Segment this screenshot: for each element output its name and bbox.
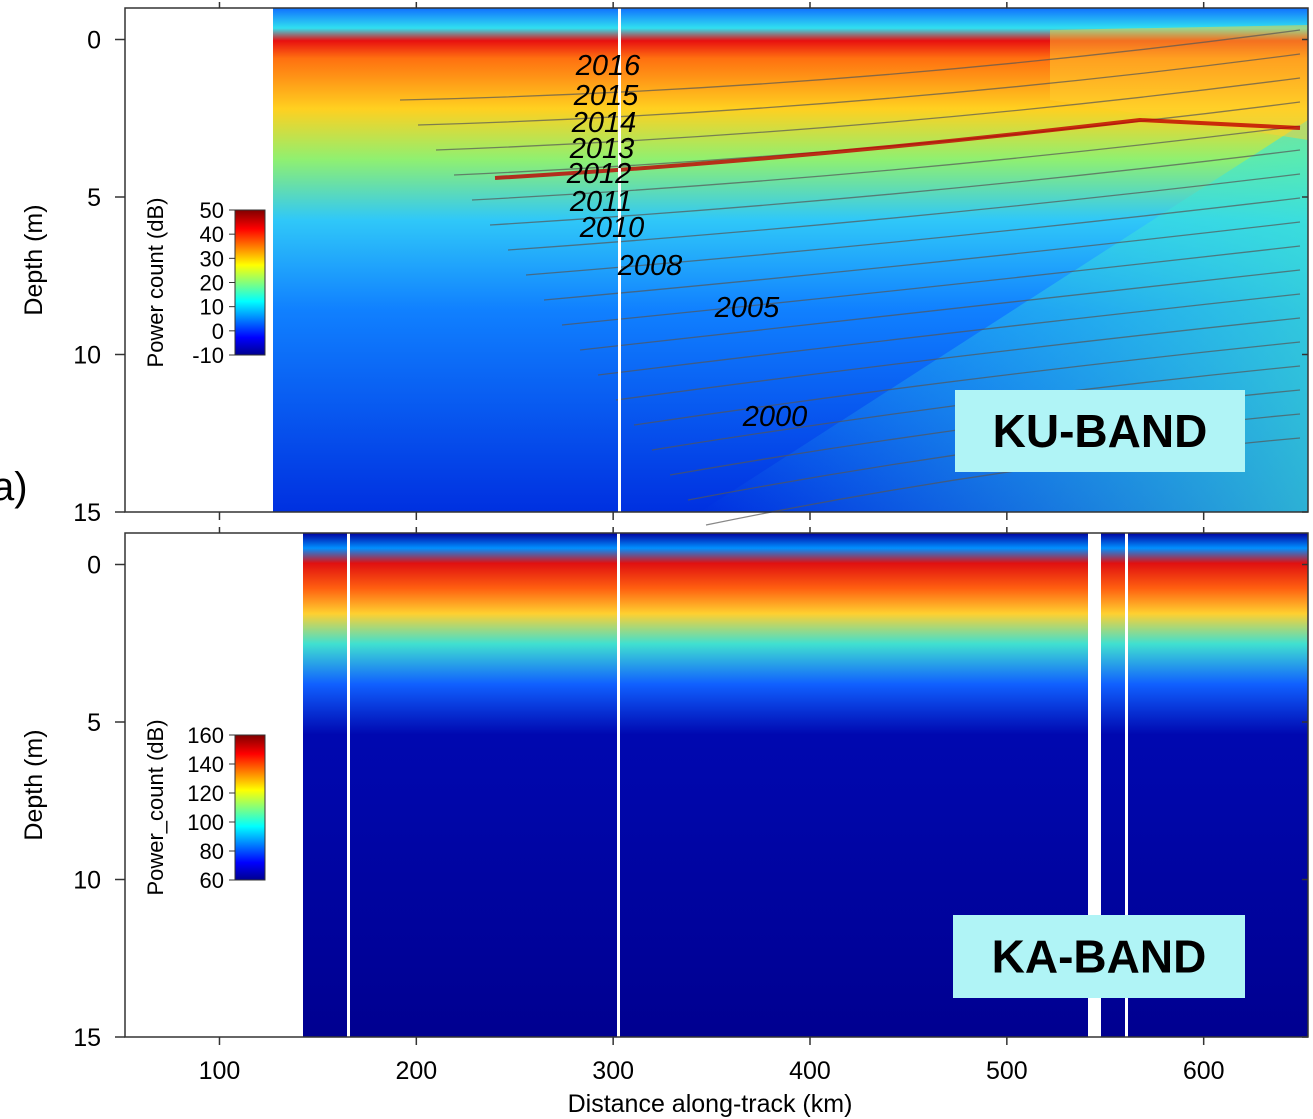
band-label: KA-BAND xyxy=(992,931,1207,983)
year-annotation: 2008 xyxy=(617,250,683,282)
layer-line xyxy=(615,317,1301,401)
plot-frame xyxy=(124,7,1309,513)
layer-line xyxy=(543,221,1301,301)
y-tick-label: 15 xyxy=(73,499,101,527)
x-axis-label: Distance along-track (km) xyxy=(568,1090,853,1118)
x-tick-label: 200 xyxy=(395,1057,437,1085)
layer-line xyxy=(399,29,1301,101)
y-tick-label: 5 xyxy=(87,184,101,212)
colorbar-tick-label: 100 xyxy=(187,810,224,835)
data-gap xyxy=(1125,533,1128,1037)
x-tick-label: 300 xyxy=(592,1057,634,1085)
plot-frame xyxy=(124,532,1309,1038)
data-gap xyxy=(270,8,273,512)
data-gap xyxy=(347,533,350,1037)
colorbar-tick-label: 160 xyxy=(187,723,224,748)
band-label-box xyxy=(955,390,1245,472)
echogram-shade xyxy=(1050,25,1308,140)
year-annotation: 2015 xyxy=(573,80,639,112)
colorbar-tick-label: 40 xyxy=(200,222,224,247)
colorbar-label: Power_count (dB) xyxy=(143,719,168,895)
panel-label: a) xyxy=(0,465,28,509)
y-axis-label: Depth (m) xyxy=(20,204,48,315)
layer-line xyxy=(507,173,1301,251)
year-annotation: 2013 xyxy=(569,133,635,165)
x-tick-label: 600 xyxy=(1183,1057,1225,1085)
band-label: KU-BAND xyxy=(993,405,1208,457)
year-annotation: 2014 xyxy=(571,107,637,139)
layer-line xyxy=(633,341,1301,426)
colorbar-tick-label: -10 xyxy=(192,343,224,368)
layer-line xyxy=(417,53,1301,126)
band-label-box xyxy=(953,915,1245,998)
y-tick-label: 10 xyxy=(73,867,101,895)
colorbar-tick-label: 20 xyxy=(200,271,224,296)
layer-line xyxy=(561,245,1301,326)
colorbar-tick-label: 80 xyxy=(200,839,224,864)
y-tick-label: 5 xyxy=(87,709,101,737)
year-annotation: 2010 xyxy=(579,212,645,244)
panel-ka: 0 5 10 15 100 200 300 400 500 600 Depth (m) Distanc… xyxy=(20,527,1309,1118)
data-gap xyxy=(617,533,620,1037)
y-tick-label: 0 xyxy=(87,552,101,580)
year-annotation: 2000 xyxy=(742,401,808,433)
y-tick-label: 10 xyxy=(73,342,101,370)
x-tick-label: 400 xyxy=(789,1057,831,1085)
colorbar xyxy=(234,209,266,356)
layer-line xyxy=(489,149,1301,226)
y-tick-label: 15 xyxy=(73,1024,101,1052)
x-tick-label: 500 xyxy=(986,1057,1028,1085)
colorbar-tick-label: 0 xyxy=(212,319,224,344)
year-annotation: 2012 xyxy=(566,158,632,190)
colorbar-tick-label: 120 xyxy=(187,781,224,806)
year-annotation: 2016 xyxy=(575,50,641,82)
layer-line xyxy=(597,293,1301,376)
layer-line xyxy=(471,125,1301,201)
data-gap xyxy=(1088,533,1101,1037)
year-annotation: 2011 xyxy=(569,186,632,218)
colorbar-tick-label: 60 xyxy=(200,868,224,893)
layer-line xyxy=(435,77,1301,151)
colorbar-tick-label: 10 xyxy=(200,295,224,320)
colorbar xyxy=(234,734,266,881)
layer-line xyxy=(579,269,1301,351)
colorbar-tick-label: 50 xyxy=(200,198,224,223)
y-axis-label: Depth (m) xyxy=(20,729,48,840)
colorbar-tick-label: 140 xyxy=(187,752,224,777)
y-tick-label: 0 xyxy=(87,27,101,55)
data-gap xyxy=(618,8,621,512)
colorbar-label: Power count (dB) xyxy=(143,198,168,368)
colorbar-tick-label: 30 xyxy=(200,246,224,271)
year-annotation: 2005 xyxy=(714,292,780,324)
layer-line xyxy=(494,117,1301,180)
x-tick-label: 100 xyxy=(199,1057,241,1085)
layer-line xyxy=(525,197,1301,276)
